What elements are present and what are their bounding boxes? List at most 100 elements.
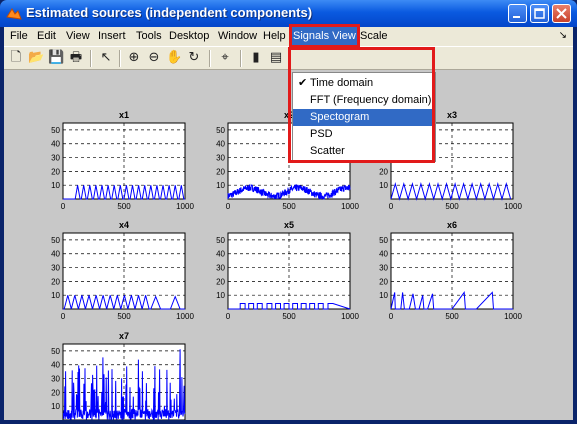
plot-x2-signal-line	[227, 183, 351, 200]
print-icon[interactable]: 🖶	[69, 50, 83, 65]
rotate-icon[interactable]: ↻	[188, 50, 200, 65]
maximize-button[interactable]	[530, 4, 549, 23]
zoom-out-icon[interactable]: ⊖	[148, 50, 160, 65]
plot-x4-ytick-label: 40	[51, 250, 60, 259]
menu-scale[interactable]: Scale	[360, 30, 388, 42]
signals-view-highlight	[289, 24, 360, 48]
menu-tools[interactable]: Tools	[136, 30, 162, 42]
zoom-in-icon[interactable]: ⊕	[128, 50, 140, 65]
dropdown-highlight	[288, 47, 435, 163]
plot-x4-title: x4	[119, 220, 129, 230]
plot-x7-ytick-label: 40	[51, 361, 60, 370]
plot-x1-xtick-label: 500	[117, 202, 131, 211]
plot-x7-title: x7	[119, 331, 129, 341]
menu-option-spectogram[interactable]: Spectogram	[293, 109, 435, 126]
new-file-icon[interactable]: 🗋	[10, 50, 22, 65]
toolbar-separator	[119, 50, 121, 67]
toolbar-separator	[240, 50, 242, 67]
plot-x4-ytick-label: 30	[51, 264, 60, 273]
plot-x7-ytick-label: 20	[51, 388, 60, 397]
plot-x1-ytick-label: 30	[51, 154, 60, 163]
open-file-icon[interactable]: 📂	[28, 50, 45, 65]
plot-x2-ytick-label: 50	[216, 126, 225, 135]
plot-x5-ytick-label: 10	[216, 291, 225, 300]
menu-bar: File Edit View Insert Tools Desktop Wind…	[4, 27, 573, 46]
plot-x3-ytick-label: 20	[379, 167, 388, 176]
menu-edit[interactable]: Edit	[37, 30, 56, 42]
plot-x6-ytick-label: 40	[379, 250, 388, 259]
plot-x6-ytick-label: 30	[379, 264, 388, 273]
plot-x3-signal-line	[390, 181, 512, 201]
menu-overflow-icon[interactable]: ↘	[558, 30, 567, 41]
menu-option-label: Spectogram	[310, 111, 370, 123]
matlab-logo-icon	[6, 8, 22, 20]
plot-x6-ytick-label: 50	[379, 236, 388, 245]
close-icon	[556, 8, 567, 19]
plot-x1-xtick-label: 1000	[176, 202, 194, 211]
window-title: Estimated sources (independent component…	[26, 5, 313, 20]
minimize-button[interactable]	[508, 4, 527, 23]
legend-icon[interactable]: ▤	[269, 50, 283, 65]
menu-window[interactable]: Window	[218, 30, 258, 42]
plot-x6-signal-line	[390, 291, 513, 310]
close-button[interactable]	[552, 4, 571, 23]
plot-x4-xtick-label: 0	[61, 312, 66, 321]
menu-help[interactable]: Help	[263, 30, 286, 42]
menu-insert[interactable]: Insert	[98, 30, 126, 42]
plot-x5-ytick-label: 40	[216, 250, 225, 259]
plot-x3-xtick-label: 500	[445, 202, 459, 211]
colorbar-icon[interactable]: ▮	[252, 50, 260, 65]
menu-file[interactable]: File	[10, 30, 28, 42]
save-icon[interactable]: 💾	[48, 50, 65, 65]
plot-x3-ytick-label: 10	[379, 181, 388, 190]
plot-x6-title: x6	[447, 220, 457, 230]
plot-x6-ytick-label: 10	[379, 291, 388, 300]
menu-option-fft[interactable]: FFT (Frequency domain)	[293, 92, 435, 109]
plot-x3-xtick-label: 0	[389, 202, 394, 211]
maximize-icon	[534, 8, 545, 19]
plot-x4-xtick-label: 1000	[176, 312, 194, 321]
plot-x2-ytick-label: 40	[216, 140, 225, 149]
toolbar-separator	[209, 50, 211, 67]
plot-x1-ytick-label: 20	[51, 167, 60, 176]
menu-option-psd[interactable]: PSD	[293, 126, 435, 143]
plot-x6-xtick-label: 500	[445, 312, 459, 321]
plot-x4-ytick-label: 50	[51, 236, 60, 245]
menu-option-scatter[interactable]: Scatter	[293, 143, 435, 160]
plot-x6-ytick-label: 20	[379, 277, 388, 286]
plot-x2-xtick-label: 500	[282, 202, 296, 211]
plot-x7-ytick-label: 30	[51, 375, 60, 384]
plot-x7-ytick-label: 10	[51, 402, 60, 411]
title-bar[interactable]: Estimated sources (independent component…	[0, 0, 577, 27]
menu-option-label: FFT (Frequency domain)	[310, 94, 432, 106]
menu-option-label: Scatter	[310, 145, 345, 157]
plot-x2-xtick-label: 1000	[341, 202, 359, 211]
plot-x4-signal-line	[63, 295, 185, 310]
plot-x2-ytick-label: 20	[216, 167, 225, 176]
plot-x5-title: x5	[284, 220, 294, 230]
plot-x1-ytick-label: 50	[51, 126, 60, 135]
plot-x5-ytick-label: 50	[216, 236, 225, 245]
data-cursor-icon[interactable]: ⌖	[221, 50, 229, 65]
plot-x7-signal-line	[62, 349, 186, 422]
menu-desktop[interactable]: Desktop	[169, 30, 210, 42]
plot-x5-xtick-label: 1000	[341, 312, 359, 321]
plot-x5-ytick-label: 20	[216, 277, 225, 286]
plot-x1-ytick-label: 40	[51, 140, 60, 149]
plot-x5-xtick-label: 0	[226, 312, 231, 321]
pan-icon[interactable]: ✋	[166, 50, 183, 65]
menu-option-label: Time domain	[310, 77, 374, 89]
plot-x1-ytick-label: 10	[51, 181, 60, 190]
plot-x4-ytick-label: 20	[51, 277, 60, 286]
plot-x4-xtick-label: 500	[117, 312, 131, 321]
edit-arrow-icon[interactable]: ↖	[100, 50, 112, 65]
plot-x2-ytick-label: 10	[216, 181, 225, 190]
menu-view[interactable]: View	[66, 30, 90, 42]
minimize-icon	[513, 16, 520, 18]
plot-x5-ytick-label: 30	[216, 264, 225, 273]
plot-x7-ytick-label: 50	[51, 347, 60, 356]
menu-option-time-domain[interactable]: ✔ Time domain	[293, 75, 435, 92]
menu-signals-view[interactable]: Signals View	[289, 27, 360, 46]
figure-client-area: File Edit View Insert Tools Desktop Wind…	[4, 24, 573, 425]
